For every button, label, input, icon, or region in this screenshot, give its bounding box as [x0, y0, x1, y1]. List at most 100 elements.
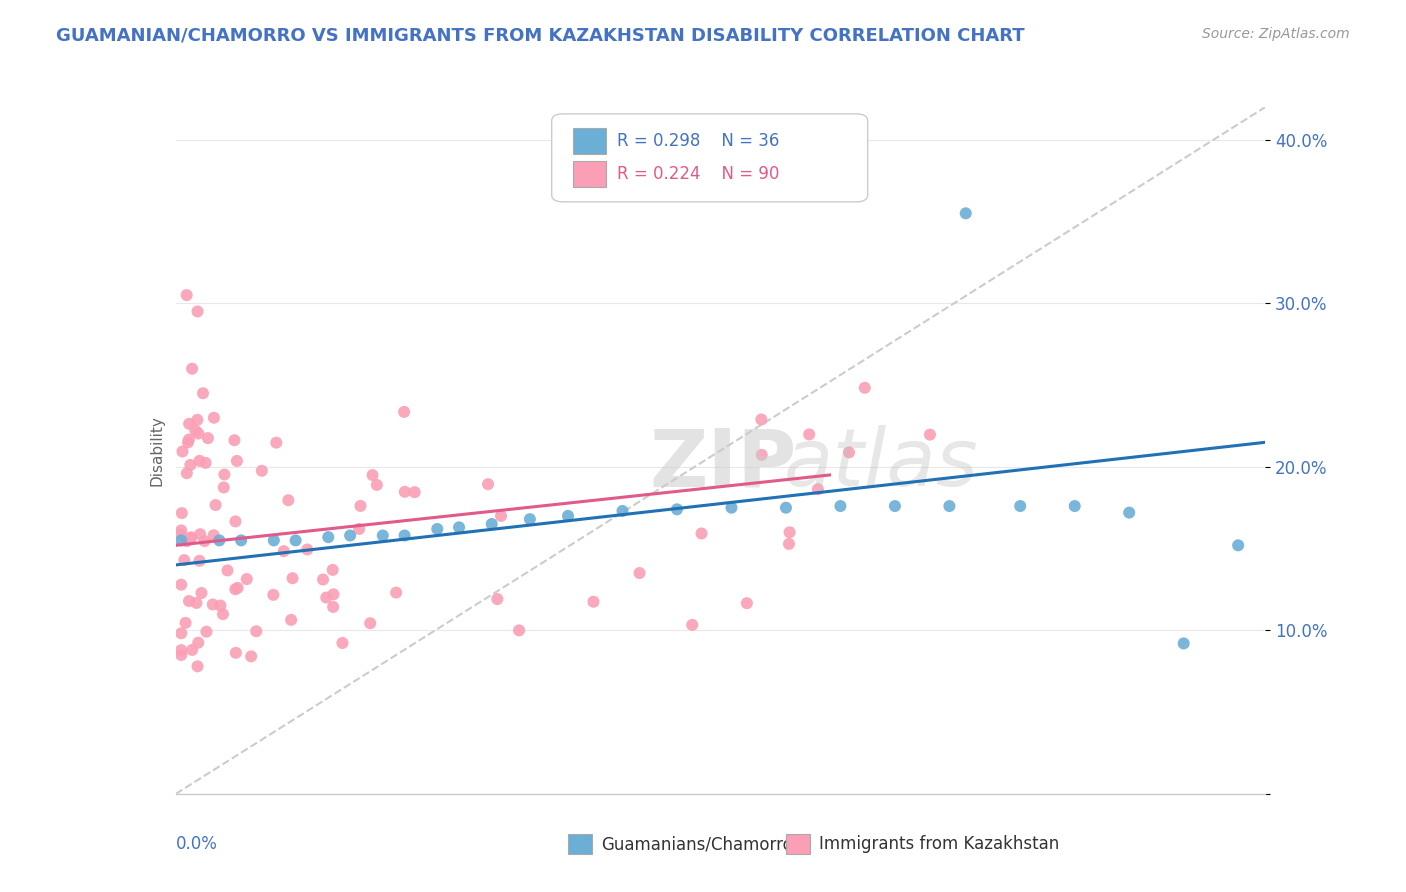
Point [280, 613, 302, 627]
Point [217, 564, 239, 578]
Text: atlas: atlas [783, 425, 979, 503]
Point [188, 527, 211, 541]
Point [385, 585, 408, 599]
Bar [786, 834, 810, 855]
Point [224, 434, 246, 448]
Point [173, 553, 195, 567]
Point [263, 533, 285, 548]
Point [332, 636, 354, 650]
Point [1118, 506, 1140, 520]
Point [172, 444, 194, 458]
Point [194, 534, 217, 549]
Point [735, 596, 758, 610]
Point [170, 524, 193, 538]
Text: R = 0.298    N = 36: R = 0.298 N = 36 [617, 132, 779, 150]
Point [186, 659, 209, 673]
Point [204, 498, 226, 512]
Point [187, 426, 209, 441]
Point [751, 448, 773, 462]
Point [180, 530, 202, 544]
Point [312, 573, 335, 587]
Point [181, 643, 204, 657]
Point [201, 598, 224, 612]
Point [179, 532, 201, 546]
Point [191, 386, 214, 401]
Point [184, 424, 207, 438]
Point [481, 516, 503, 531]
Point [1063, 499, 1085, 513]
Point [208, 533, 231, 548]
Point [277, 493, 299, 508]
Point [225, 646, 247, 660]
Bar [574, 161, 606, 186]
Point [1173, 636, 1195, 650]
Point [955, 206, 977, 220]
Point [170, 527, 193, 541]
Y-axis label: Disability: Disability [149, 415, 165, 486]
Point [209, 599, 232, 613]
Point [186, 413, 208, 427]
Point [224, 515, 246, 529]
Point [392, 405, 415, 419]
Point [266, 435, 288, 450]
Point [177, 435, 200, 450]
Point [177, 594, 200, 608]
Point [179, 417, 201, 431]
Point [170, 506, 193, 520]
Point [519, 512, 541, 526]
Text: Immigrants from Kazakhstan: Immigrants from Kazakhstan [818, 835, 1059, 853]
Point [225, 454, 247, 468]
Point [322, 587, 344, 601]
Point [720, 500, 742, 515]
Point [176, 534, 198, 549]
Text: 0.0%: 0.0% [176, 835, 218, 853]
Point [240, 649, 263, 664]
Point [807, 482, 830, 496]
Point [508, 624, 530, 638]
Point [778, 537, 800, 551]
Point [197, 431, 219, 445]
Point [347, 522, 370, 536]
Point [195, 624, 218, 639]
Point [371, 528, 394, 542]
Point [489, 508, 512, 523]
Point [690, 526, 713, 541]
Point [176, 466, 198, 480]
Text: Guamanians/Chamorros: Guamanians/Chamorros [600, 835, 801, 853]
Point [322, 563, 344, 577]
Point [212, 607, 235, 622]
Point [170, 643, 193, 657]
Point [779, 525, 801, 540]
Point [322, 599, 344, 614]
Point [447, 520, 470, 534]
Point [918, 427, 941, 442]
Point [477, 477, 499, 491]
Point [250, 464, 273, 478]
Point [297, 542, 319, 557]
Text: Source: ZipAtlas.com: Source: ZipAtlas.com [1202, 27, 1350, 41]
Point [188, 554, 211, 568]
Point [938, 499, 960, 513]
Point [582, 595, 605, 609]
Point [426, 522, 449, 536]
Point [557, 508, 579, 523]
Text: R = 0.224    N = 90: R = 0.224 N = 90 [617, 165, 779, 183]
Point [212, 480, 235, 494]
Point [190, 586, 212, 600]
Point [194, 456, 217, 470]
Point [170, 626, 193, 640]
Point [366, 478, 388, 492]
Point [202, 410, 225, 425]
Point [281, 571, 304, 585]
Point [394, 528, 416, 542]
Bar [574, 128, 606, 153]
Point [853, 381, 876, 395]
Point [838, 445, 860, 459]
Point [170, 648, 193, 662]
Point [359, 616, 381, 631]
Point [775, 500, 797, 515]
Point [231, 533, 253, 548]
Point [339, 528, 361, 542]
Point [186, 596, 208, 610]
Point [202, 528, 225, 542]
